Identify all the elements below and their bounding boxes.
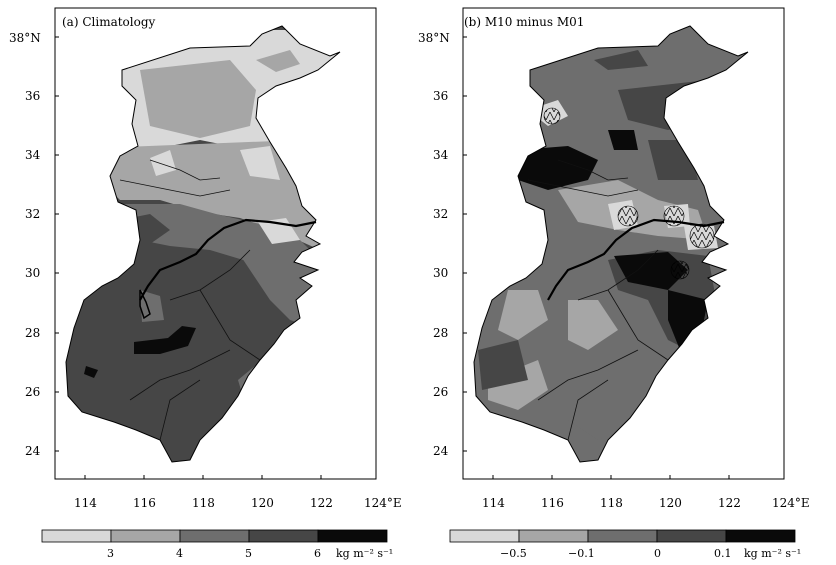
lat-tick-34: 34 [433, 148, 449, 162]
difference-field [474, 26, 748, 462]
lon-axis: 114 116 118 120 122 124°E [74, 475, 402, 510]
yangtze-river [547, 218, 725, 301]
lat-tick-26: 26 [25, 385, 40, 399]
lat-tick-32: 32 [25, 207, 40, 221]
lat-axis: 38°N 36 34 32 30 28 26 24 [418, 31, 467, 458]
colorbar: −0.5 −0.1 0 0.1 kg m⁻² s⁻¹ [449, 529, 801, 560]
colorbar-swatch-2 [110, 529, 181, 543]
colorbar: 3 4 5 6 kg m⁻² s⁻¹ [41, 529, 393, 560]
colorbar-label-4: 0.1 [714, 547, 732, 560]
map-frame [54, 7, 377, 480]
lat-tick-24: 24 [25, 444, 41, 458]
lon-axis: 114 116 118 120 122 124°E [482, 475, 810, 510]
colorbar-label-3: 0 [654, 547, 661, 560]
lat-tick-36: 36 [25, 89, 40, 103]
lake [139, 289, 151, 320]
lat-tick-28: 28 [433, 326, 448, 340]
panel-title: (b) M10 minus M01 [464, 15, 584, 29]
colorbar-unit: kg m⁻² s⁻¹ [744, 547, 801, 560]
lat-tick-38: 38°N [9, 31, 41, 45]
colorbar-label-2: −0.1 [568, 547, 595, 560]
colorbar-swatch-3 [587, 529, 658, 543]
colorbar-swatch-3 [179, 529, 250, 543]
lat-tick-24: 24 [433, 444, 449, 458]
lon-tick-118: 118 [600, 496, 623, 510]
lat-axis: 38°N 36 34 32 30 28 26 24 [9, 31, 59, 458]
coastline [65, 25, 341, 463]
lon-tick-120: 120 [659, 496, 682, 510]
lat-tick-38: 38°N [418, 31, 450, 45]
significance-hatching [543, 107, 715, 280]
panel-b-map: 38°N 36 34 32 30 28 26 24 114 116 118 12… [418, 7, 810, 560]
lon-tick-120: 120 [251, 496, 274, 510]
lon-tick-114: 114 [74, 496, 97, 510]
panel-b: 38°N 36 34 32 30 28 26 24 114 116 118 12… [418, 0, 836, 565]
lat-tick-34: 34 [25, 148, 41, 162]
lon-tick-124: 124°E [364, 496, 402, 510]
province-boundaries [119, 159, 261, 441]
colorbar-label-3: 5 [245, 547, 252, 560]
colorbar-swatch-4 [656, 529, 727, 543]
lat-tick-36: 36 [433, 89, 448, 103]
province-boundaries [527, 159, 669, 441]
lon-tick-116: 116 [541, 496, 564, 510]
colorbar-unit: kg m⁻² s⁻¹ [336, 547, 393, 560]
lon-tick-122: 122 [310, 496, 333, 510]
map-frame [462, 7, 785, 480]
lon-tick-124: 124°E [772, 496, 810, 510]
lat-tick-26: 26 [433, 385, 448, 399]
lat-tick-32: 32 [433, 207, 448, 221]
colorbar-label-1: 3 [107, 547, 114, 560]
colorbar-label-2: 4 [176, 547, 183, 560]
colorbar-label-1: −0.5 [500, 547, 527, 560]
colorbar-swatch-1 [41, 529, 112, 543]
colorbar-swatch-4 [248, 529, 319, 543]
colorbar-swatch-1 [449, 529, 520, 543]
colorbar-swatch-2 [518, 529, 589, 543]
lat-tick-30: 30 [433, 266, 448, 280]
lon-tick-116: 116 [133, 496, 156, 510]
lon-tick-122: 122 [718, 496, 741, 510]
lat-tick-30: 30 [25, 266, 40, 280]
colorbar-swatch-5 [317, 529, 388, 543]
yangtze-river [139, 218, 317, 301]
panel-title: (a) Climatology [62, 15, 156, 29]
lon-tick-114: 114 [482, 496, 505, 510]
panel-a-map: 38°N 36 34 32 30 28 26 24 114 116 118 12… [9, 7, 402, 560]
colorbar-label-4: 6 [314, 547, 321, 560]
climatology-field [66, 26, 340, 462]
coastline [473, 25, 749, 463]
colorbar-swatch-5 [725, 529, 796, 543]
panel-a: 38°N 36 34 32 30 28 26 24 114 116 118 12… [9, 7, 402, 560]
lon-tick-118: 118 [192, 496, 215, 510]
lat-tick-28: 28 [25, 326, 40, 340]
